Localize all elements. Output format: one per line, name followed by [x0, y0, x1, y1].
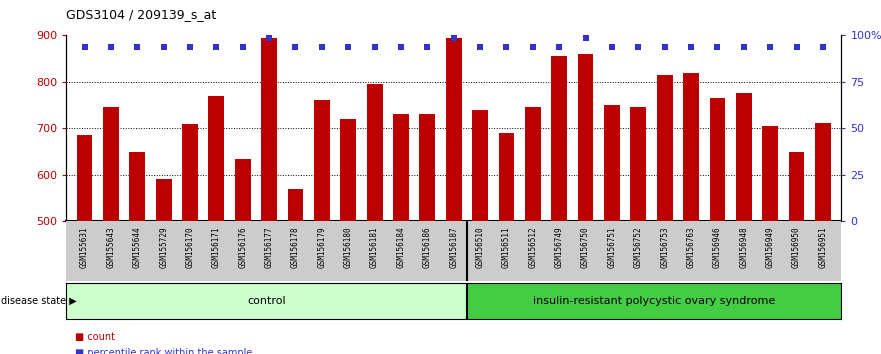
Text: GSM155729: GSM155729	[159, 226, 168, 268]
Bar	[626, 221, 651, 281]
Text: GSM156179: GSM156179	[317, 226, 326, 268]
Bar	[209, 96, 225, 221]
Bar	[810, 221, 836, 281]
Text: GSM156170: GSM156170	[186, 226, 195, 268]
Bar	[499, 133, 515, 221]
Text: GSM156750: GSM156750	[581, 226, 590, 268]
Text: GSM155631: GSM155631	[80, 226, 89, 268]
Bar	[493, 221, 520, 281]
Text: GSM156177: GSM156177	[264, 226, 274, 268]
Bar	[709, 98, 725, 221]
Text: GSM156178: GSM156178	[291, 226, 300, 268]
Text: GSM155644: GSM155644	[133, 226, 142, 268]
Bar	[151, 221, 177, 281]
Text: disease state ▶: disease state ▶	[1, 296, 77, 306]
Bar	[335, 221, 361, 281]
Bar	[340, 119, 356, 221]
Text: ■ percentile rank within the sample: ■ percentile rank within the sample	[75, 348, 252, 354]
Bar	[762, 126, 778, 221]
Bar	[361, 221, 388, 281]
Bar	[256, 221, 282, 281]
Bar	[235, 159, 251, 221]
Bar	[71, 221, 98, 281]
Text: insulin-resistant polycystic ovary syndrome: insulin-resistant polycystic ovary syndr…	[533, 296, 775, 306]
Bar	[604, 105, 620, 221]
Text: ■ count: ■ count	[75, 332, 115, 342]
Bar	[677, 221, 704, 281]
Bar	[683, 73, 699, 221]
Text: GSM156752: GSM156752	[633, 226, 643, 268]
Bar	[525, 107, 541, 221]
Bar	[282, 221, 308, 281]
Bar	[783, 221, 810, 281]
Text: GSM156511: GSM156511	[502, 226, 511, 268]
Bar	[520, 221, 546, 281]
Bar	[287, 189, 303, 221]
Bar	[467, 221, 493, 281]
Text: GSM156180: GSM156180	[344, 226, 352, 268]
Text: GSM156186: GSM156186	[423, 226, 432, 268]
Text: GSM156184: GSM156184	[396, 226, 405, 268]
Bar	[393, 114, 409, 221]
Bar	[308, 221, 335, 281]
Text: GSM156510: GSM156510	[476, 226, 485, 268]
Text: GSM156948: GSM156948	[739, 226, 748, 268]
Text: GSM156753: GSM156753	[660, 226, 670, 268]
Bar	[414, 221, 440, 281]
Bar	[578, 54, 594, 221]
Bar	[472, 110, 488, 221]
Bar	[651, 221, 677, 281]
Bar	[815, 123, 831, 221]
Bar	[631, 107, 647, 221]
Text: GSM156176: GSM156176	[238, 226, 248, 268]
Bar	[177, 221, 204, 281]
Bar	[66, 283, 467, 319]
Bar	[730, 221, 757, 281]
Text: GSM156951: GSM156951	[818, 226, 827, 268]
Bar	[419, 114, 435, 221]
Bar	[446, 38, 462, 221]
Text: GSM156950: GSM156950	[792, 226, 801, 268]
Text: control: control	[248, 296, 285, 306]
Bar	[77, 135, 93, 221]
Bar	[204, 221, 230, 281]
Text: GSM156763: GSM156763	[686, 226, 695, 268]
Bar	[103, 107, 119, 221]
Bar	[130, 152, 145, 221]
Bar	[261, 38, 277, 221]
Bar	[124, 221, 151, 281]
Bar	[788, 152, 804, 221]
Bar	[314, 101, 329, 221]
Bar	[230, 221, 256, 281]
Text: GDS3104 / 209139_s_at: GDS3104 / 209139_s_at	[66, 8, 217, 21]
Bar	[467, 283, 841, 319]
Bar	[366, 84, 382, 221]
Text: GSM156749: GSM156749	[555, 226, 564, 268]
Bar	[182, 124, 198, 221]
Bar	[440, 221, 467, 281]
Text: GSM156512: GSM156512	[529, 226, 537, 268]
Text: GSM156949: GSM156949	[766, 226, 774, 268]
Text: GSM156751: GSM156751	[607, 226, 617, 268]
Text: GSM156181: GSM156181	[370, 226, 379, 268]
Bar	[704, 221, 730, 281]
Text: GSM156171: GSM156171	[212, 226, 221, 268]
Bar	[388, 221, 414, 281]
Text: GSM156946: GSM156946	[713, 226, 722, 268]
Bar	[156, 179, 172, 221]
Bar	[573, 221, 599, 281]
Bar	[656, 75, 672, 221]
Text: GSM156187: GSM156187	[449, 226, 458, 268]
Text: GSM155643: GSM155643	[107, 226, 115, 268]
Bar	[757, 221, 783, 281]
Bar	[546, 221, 573, 281]
Bar	[736, 93, 751, 221]
Bar	[98, 221, 124, 281]
Bar	[599, 221, 626, 281]
Bar	[552, 56, 567, 221]
